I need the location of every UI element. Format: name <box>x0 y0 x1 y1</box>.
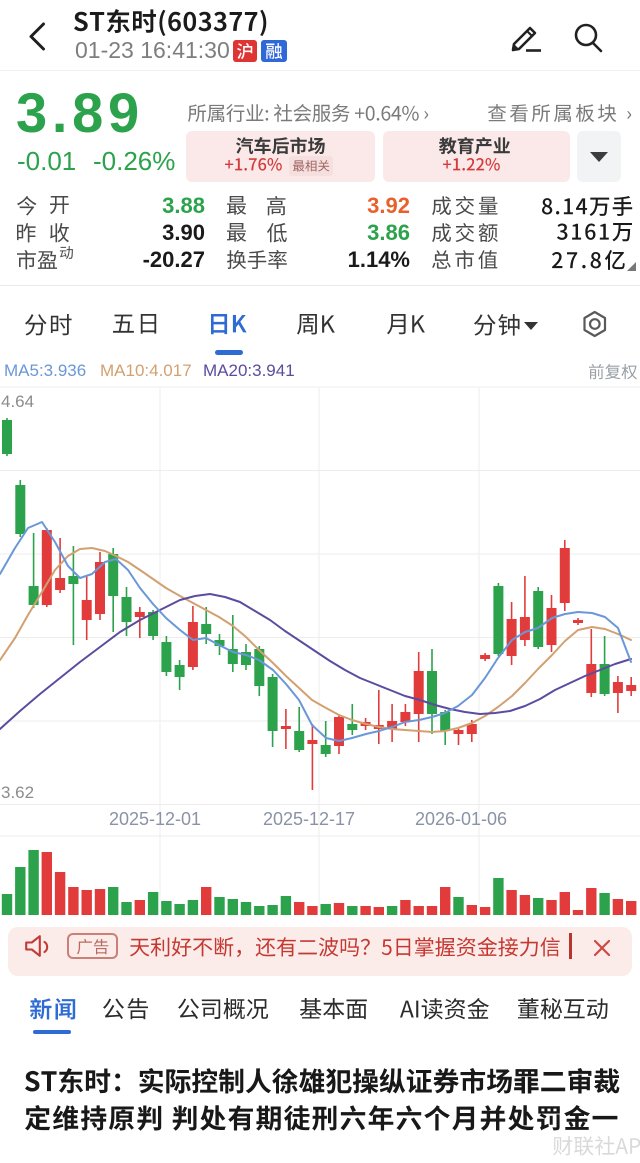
svg-text:2025-12-17: 2025-12-17 <box>263 809 355 829</box>
svg-text:4.64: 4.64 <box>1 392 34 411</box>
svg-text:2025-12-01: 2025-12-01 <box>109 809 201 829</box>
svg-text:3.62: 3.62 <box>1 783 34 802</box>
svg-text:2026-01-06: 2026-01-06 <box>415 809 507 829</box>
